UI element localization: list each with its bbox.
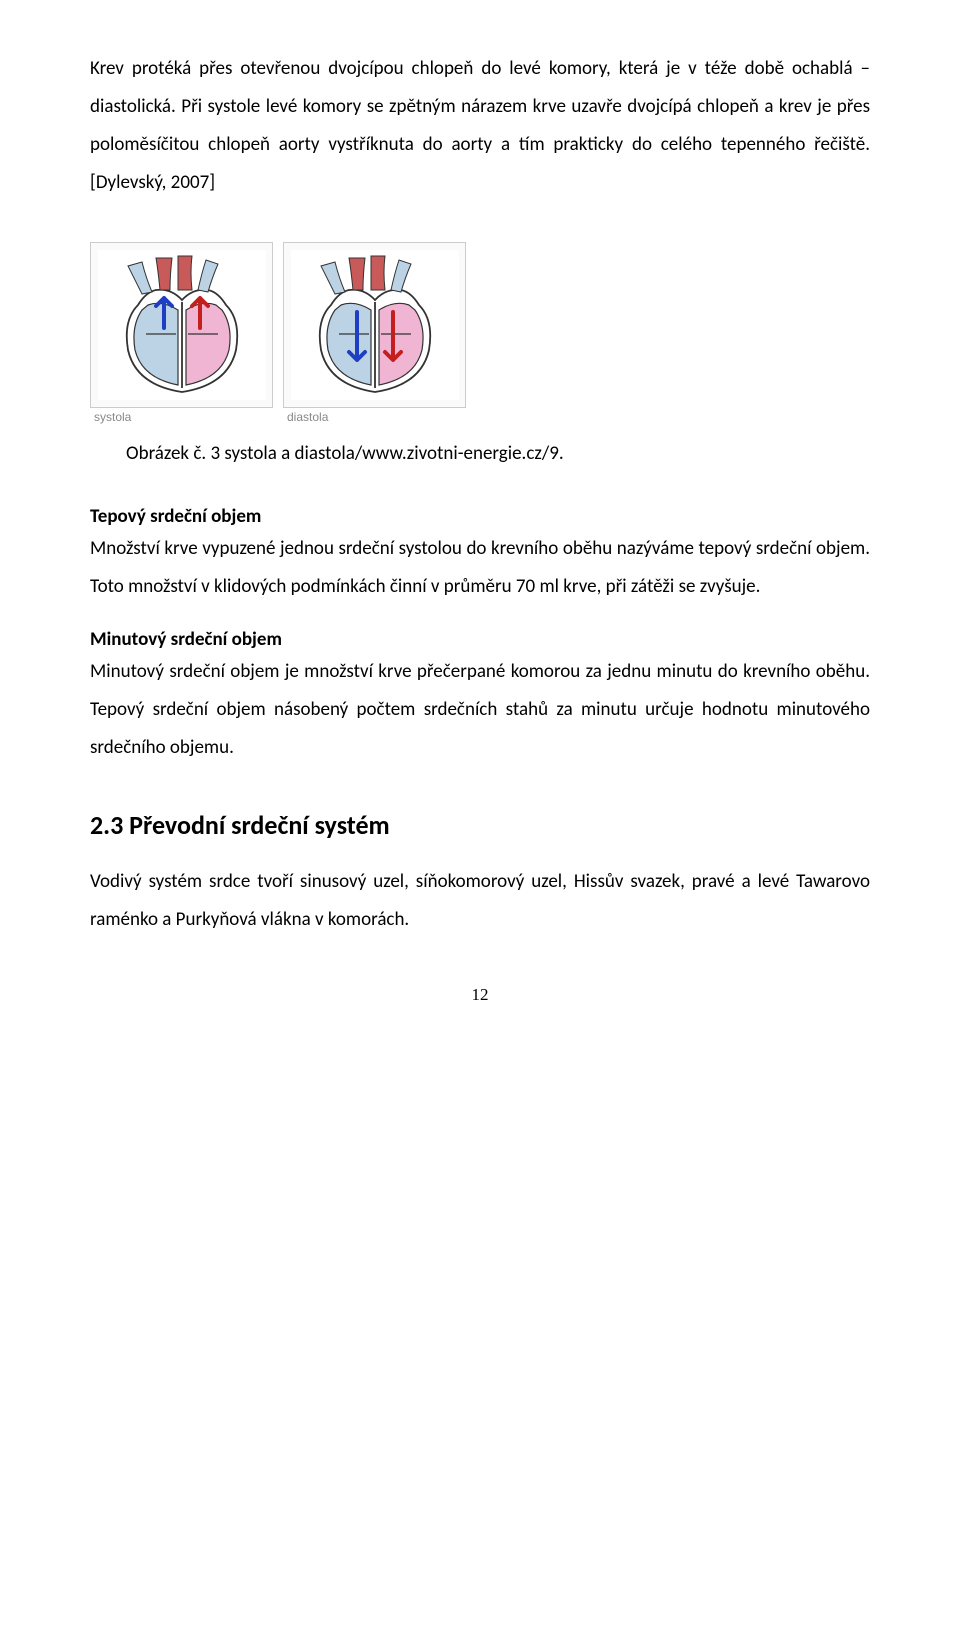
page-content: Krev protéká přes otevřenou dvojcípou ch… (0, 0, 960, 1045)
heart-diastola-frame (283, 242, 466, 408)
heart-diastola-box: diastola (283, 242, 458, 424)
heart-diastola-icon (291, 250, 459, 400)
heart-systola-frame (90, 242, 273, 408)
heart-systola-box: systola (90, 242, 265, 424)
image-caption: Obrázek č. 3 systola a diastola/www.zivo… (90, 442, 870, 465)
heart-images-row: systola (90, 242, 870, 424)
heart-systola-label: systola (94, 410, 131, 424)
heading-minutovy: Minutový srdeční objem (90, 628, 870, 651)
heading-2-3: 2.3 Převodní srdeční systém (90, 809, 870, 841)
para-tepovy: Množství krve vypuzené jednou srdeční sy… (90, 530, 870, 606)
heart-systola-icon (98, 250, 266, 400)
intro-paragraph: Krev protéká přes otevřenou dvojcípou ch… (90, 50, 870, 202)
heading-tepovy: Tepový srdeční objem (90, 505, 870, 528)
page-number: 12 (90, 985, 870, 1005)
heart-diastola-label: diastola (287, 410, 328, 424)
para-minutovy: Minutový srdeční objem je množství krve … (90, 653, 870, 767)
para-2-3: Vodivý systém srdce tvoří sinusový uzel,… (90, 863, 870, 939)
